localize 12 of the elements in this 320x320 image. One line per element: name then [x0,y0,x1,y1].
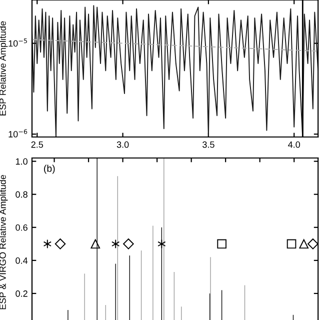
x-tick-label: 3.0 [116,141,129,148]
x-tick-label: 3.5 [202,141,214,148]
annotation: (b) [44,164,55,174]
y-tick-label: 0.8 [16,191,28,198]
y-tick-label: 0.2 [16,290,28,297]
y-tick-label: 0.6 [16,224,28,231]
x-tick-label: 4.0 [288,141,300,148]
y-tick-label: 10$^{−5}$ [8,38,27,47]
x-tick-label: 2.5 [31,141,44,148]
y-tick-label: 1.0 [16,158,28,165]
y-tick-label: 0.4 [16,257,28,264]
y-tick-label: 10$^{−6}$ [8,129,28,138]
